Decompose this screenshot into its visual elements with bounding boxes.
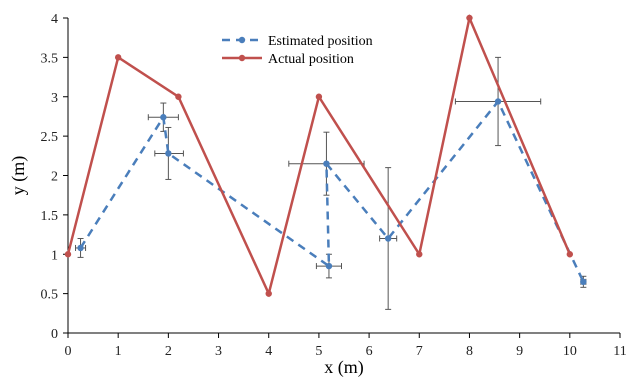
data-point [384, 235, 392, 242]
data-point [494, 98, 502, 105]
x-tick-label: 8 [466, 344, 473, 359]
tick-labels-layer: 0 1 2 3 4 5 6 7 8 9 10 11 0 0.5 1 1.5 2 2.5 3 3.5 4 [41, 12, 626, 359]
legend-entry: Actual position [222, 52, 354, 67]
data-point [323, 160, 330, 167]
y-tick-label: 0 [51, 327, 58, 342]
x-tick-label: 4 [265, 344, 272, 359]
x-tick-label: 7 [416, 344, 423, 359]
data-point [114, 54, 122, 61]
y-tick-label: 3 [51, 91, 58, 106]
series-line [79, 99, 585, 283]
x-tick-label: 10 [563, 344, 577, 359]
legend-marker [238, 36, 246, 44]
error-bar [75, 238, 87, 258]
data-point [265, 290, 272, 297]
data-point [566, 251, 574, 258]
y-tick-label: 2 [51, 170, 58, 185]
series-line [66, 13, 571, 298]
data-point [165, 150, 172, 157]
y-tick-label: 1.5 [41, 209, 59, 224]
x-tick-label: 5 [315, 344, 322, 359]
x-tick-label: 3 [215, 344, 222, 359]
axes-layer [63, 17, 621, 338]
x-tick-label: 1 [115, 344, 122, 359]
series-layer [64, 13, 587, 310]
data-point [325, 262, 333, 270]
y-tick-label: 4 [51, 12, 58, 27]
x-tick-label: 0 [65, 344, 72, 359]
data-point [416, 251, 423, 258]
y-tick-label: 2.5 [41, 130, 59, 145]
data-point [466, 14, 473, 22]
data-point [175, 93, 182, 100]
legend-marker [238, 54, 246, 62]
data-point [64, 251, 72, 258]
data-point [77, 244, 84, 252]
series-actual-position [64, 13, 574, 298]
legend-label: Estimated position [268, 34, 373, 49]
series-estimated-position [75, 56, 587, 310]
x-tick-label: 2 [165, 344, 172, 359]
y-tick-label: 3.5 [41, 51, 59, 66]
y-tick-label: 0.5 [41, 288, 59, 303]
legend-entry: Estimated position [222, 34, 373, 49]
y-tick-label: 1 [51, 248, 58, 263]
x-tick-label: 9 [516, 344, 523, 359]
data-point [580, 278, 587, 286]
x-tick-label: 11 [613, 344, 626, 359]
legend-label: Actual position [268, 52, 354, 67]
y-axis-title: y (m) [8, 156, 29, 196]
x-tick-label: 6 [366, 344, 373, 359]
data-point [160, 114, 167, 121]
legend: Estimated position Actual position [222, 34, 373, 67]
x-axis-title: x (m) [324, 357, 364, 377]
data-point [315, 93, 323, 100]
